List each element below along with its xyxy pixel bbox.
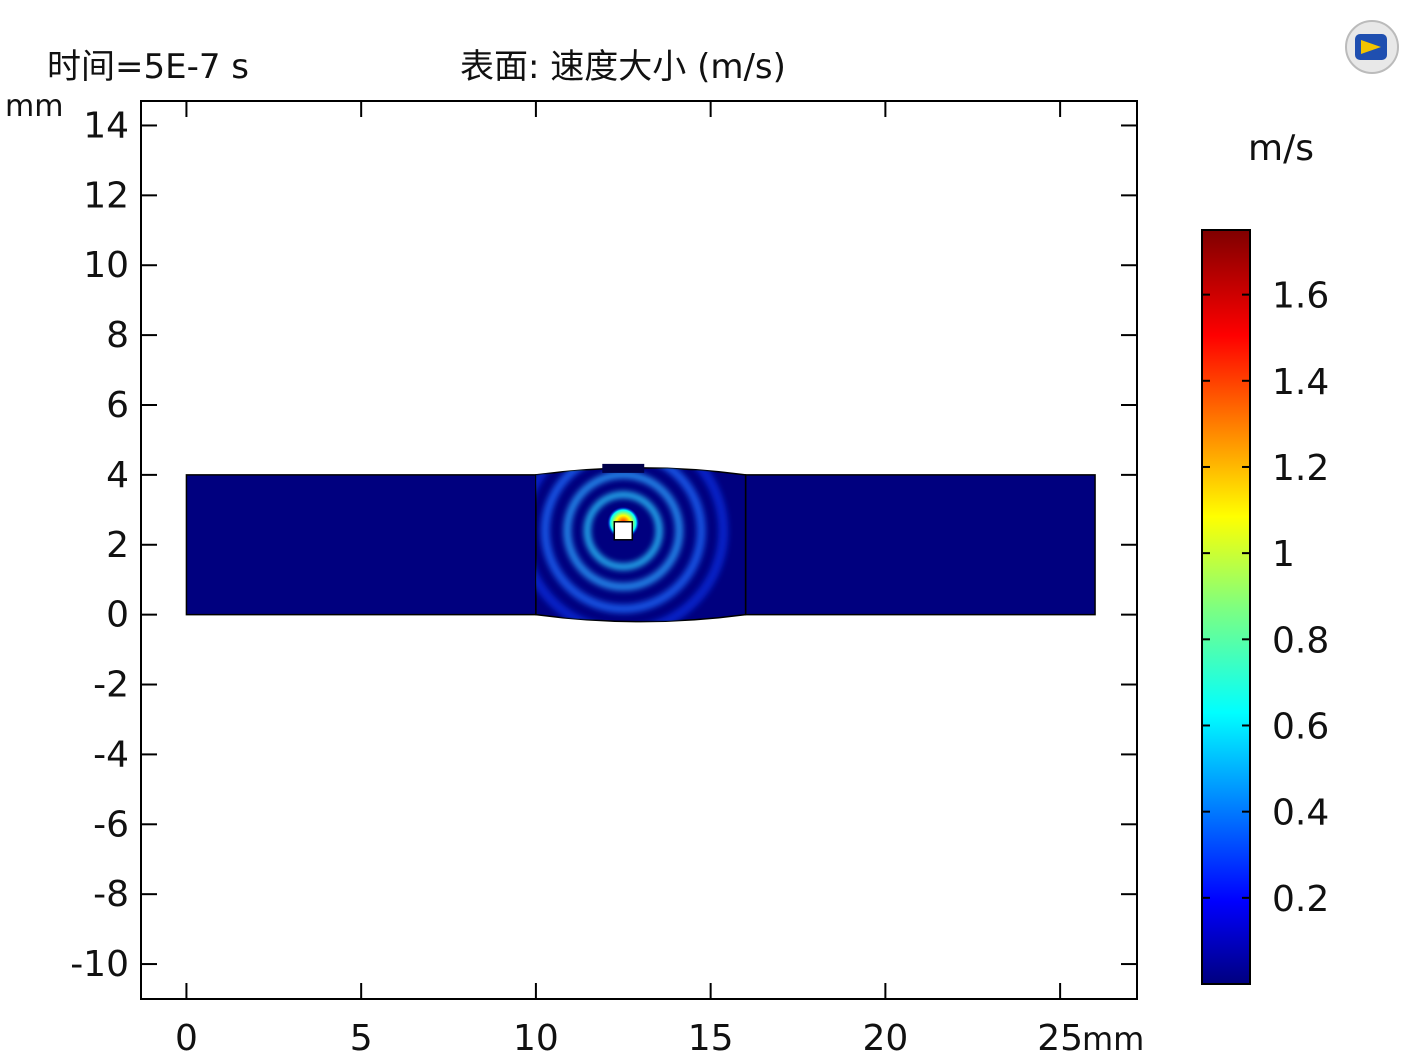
- y-tick-label: 14: [83, 105, 129, 146]
- y-tick-label: -8: [93, 874, 129, 915]
- wave-pattern: [535, 467, 729, 622]
- velocity-field: [185, 463, 1096, 623]
- time-label: 时间=5E-7 s: [47, 47, 249, 87]
- y-tick-label: 12: [83, 175, 129, 216]
- colorbar-tick-label: 1.6: [1272, 276, 1329, 317]
- x-tick-label: 10: [513, 1018, 559, 1059]
- colorbar-tick-label: 0.2: [1272, 879, 1329, 920]
- y-tick-label: 2: [106, 525, 129, 566]
- x-tick-label: 0: [175, 1018, 198, 1059]
- comsol-logo-icon[interactable]: [1345, 20, 1399, 74]
- colorbar-tick-label: 1.2: [1272, 448, 1329, 489]
- plot-frame: [140, 100, 1138, 1000]
- y-tick-label: 4: [106, 455, 129, 496]
- colorbar-tick-label: 1.4: [1272, 362, 1329, 403]
- wave-front: [563, 470, 684, 591]
- transducer-pad: [602, 463, 645, 473]
- x-axis: 0 5 10 15 20 25: [175, 101, 1083, 1059]
- x-tick-label: 5: [350, 1018, 373, 1059]
- source-marker: [613, 521, 634, 541]
- y-unit-label: mm: [5, 89, 63, 124]
- right-plate: [744, 474, 1096, 616]
- colorbar-unit-label: m/s: [1248, 128, 1314, 169]
- left-plate: [185, 474, 537, 616]
- y-tick-label: 0: [106, 595, 129, 636]
- x-unit-label: mm: [1082, 1020, 1144, 1058]
- colorbar-tick-label: 0.8: [1272, 620, 1329, 661]
- wave-front: [535, 467, 729, 622]
- y-tick-label: -2: [93, 665, 129, 706]
- x-tick-label: 20: [862, 1018, 908, 1059]
- colorbar-tick-label: 0.4: [1272, 793, 1329, 834]
- wave-front: [583, 491, 663, 571]
- y-tick-label: 10: [83, 245, 129, 286]
- colorbar-tick-label: 1: [1272, 534, 1295, 575]
- y-tick-label: 8: [106, 315, 129, 356]
- colorbar-tick-label: 0.6: [1272, 706, 1329, 747]
- colorbar: [1201, 229, 1251, 985]
- y-tick-label: -10: [70, 944, 129, 985]
- y-tick-label: -4: [93, 734, 129, 775]
- x-tick-label: 25: [1037, 1018, 1083, 1059]
- wave-front: [540, 467, 706, 614]
- x-tick-label: 15: [688, 1018, 734, 1059]
- y-tick-label: -6: [93, 804, 129, 845]
- chart-title: 表面: 速度大小 (m/s): [460, 47, 786, 87]
- colorbar-ticks: 0.2 0.4 0.6 0.8 1 1.2 1.4 1.6: [1202, 276, 1329, 920]
- y-tick-label: 6: [106, 385, 129, 426]
- y-axis: 14 12 10 8 6 4 2 0 -2 -4 -6 -8 -10: [70, 105, 1137, 985]
